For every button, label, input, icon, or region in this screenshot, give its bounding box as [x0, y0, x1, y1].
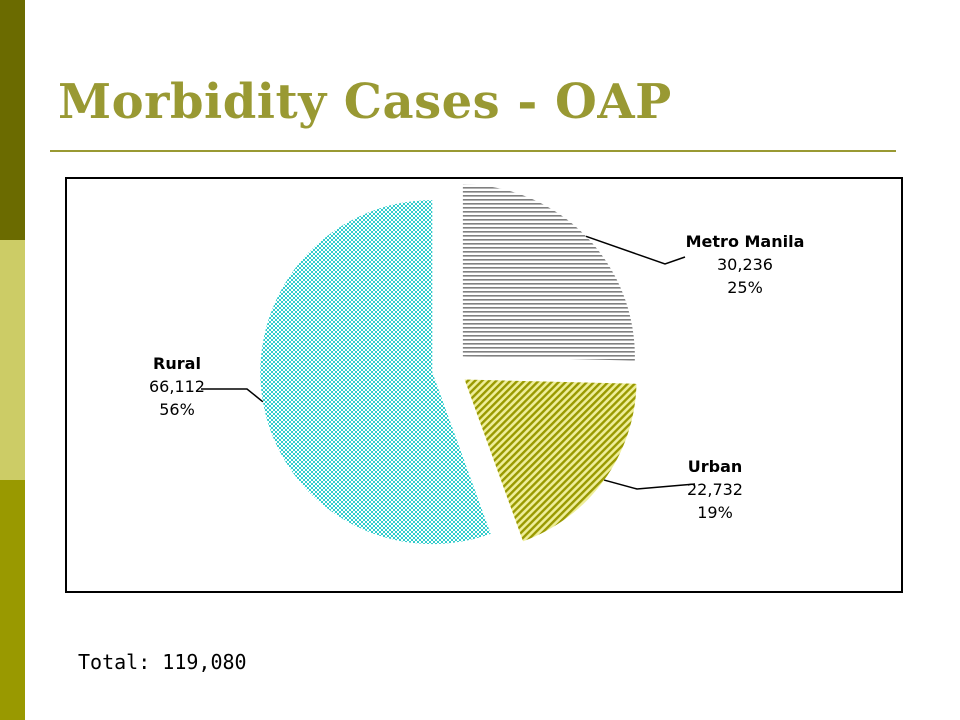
data-label-value-rural: 66,112: [149, 377, 205, 396]
pie-slice-urban: [464, 379, 637, 542]
sidebar-segment-top: [0, 0, 25, 240]
data-label-value-urban: 22,732: [687, 480, 743, 499]
leader-line-rural: [201, 388, 264, 403]
sidebar-segment-middle: [0, 240, 25, 480]
pie-slice-metro-manila: [462, 184, 635, 361]
title-underline: [50, 150, 896, 152]
pie-slice-rural: [260, 200, 491, 545]
sidebar-segment-bottom: [0, 480, 25, 720]
leader-line-urban: [603, 479, 696, 490]
data-label-name-rural: Rural: [153, 354, 201, 373]
data-label-percent-metro-manila: 25%: [727, 278, 763, 297]
sidebar-accent-bar: [0, 0, 25, 720]
data-label-percent-rural: 56%: [159, 400, 195, 419]
data-label-percent-urban: 19%: [697, 503, 733, 522]
data-label-name-metro-manila: Metro Manila: [686, 232, 805, 251]
data-label-name-urban: Urban: [688, 457, 743, 476]
total-cases-text: Total: 119,080: [78, 650, 247, 674]
chart-frame: Metro Manila 30,236 25% Urban 22,732 19% Rural…: [65, 177, 903, 593]
pie-chart: Metro Manila 30,236 25% Urban 22,732 19% Rural…: [149, 184, 805, 545]
leader-line-metro-manila: [585, 235, 686, 265]
data-label-value-metro-manila: 30,236: [717, 255, 773, 274]
slide-title: Morbidity Cases - OAP: [58, 74, 672, 130]
